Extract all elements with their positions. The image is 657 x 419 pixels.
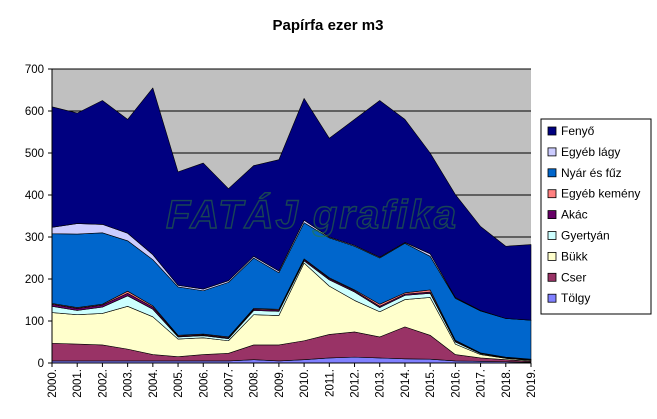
legend-swatch-cser (547, 272, 557, 282)
legend-swatch-ny-r-s-f-z (547, 168, 557, 178)
legend-box (540, 118, 652, 315)
x-tick-label: 2014. (400, 369, 412, 398)
y-axis-ticks: 0 100 200 300 400 500 600 700 (25, 64, 52, 370)
x-tick-label: 2016. (450, 369, 462, 398)
legend: Fenyő Egyéb lágy Nyár és fűz Egyéb kemény Ak… (540, 118, 652, 315)
x-tick-label: 2001. (72, 369, 84, 398)
legend-label-gyerty-n: Gyertyán (561, 229, 610, 243)
x-tick-label: 2003. (123, 369, 135, 398)
y-tick-label: 600 (25, 106, 44, 118)
x-tick-label: 2000. (47, 369, 59, 398)
legend-swatch-egy-b-l-gy (547, 147, 557, 157)
legend-swatch-ak-c (547, 210, 557, 220)
x-tick-label: 2013. (375, 369, 387, 398)
legend-swatch-feny- (547, 126, 557, 136)
x-tick-label: 2012. (350, 369, 362, 398)
x-tick-label: 2011. (324, 369, 336, 397)
x-tick-label: 2006. (198, 369, 210, 398)
x-tick-label: 2009. (274, 369, 286, 398)
legend-label-t-lgy: Tölgy (561, 291, 590, 305)
legend-label-ny-r-s-f-z: Nyár és fűz (561, 166, 622, 180)
y-tick-label: 100 (25, 316, 44, 328)
legend-label-b-kk: Bükk (561, 249, 589, 263)
watermark-text: FATÁJ grafika (166, 192, 458, 237)
x-tick-label: 2004. (148, 369, 160, 398)
x-tick-label: 2005. (173, 369, 185, 398)
area-feny- (51, 87, 532, 321)
x-tick-label: 2015. (425, 369, 437, 398)
legend-label-ak-c: Akác (561, 208, 588, 222)
legend-label-feny-: Fenyő (561, 124, 595, 138)
legend-swatch-egy-b-kem-ny (547, 189, 557, 199)
y-tick-label: 300 (25, 232, 44, 244)
x-tick-label: 2018. (501, 369, 513, 398)
y-tick-label: 400 (25, 190, 44, 202)
x-tick-label: 2019. (526, 369, 538, 398)
y-tick-label: 0 (38, 358, 44, 370)
legend-label-cser: Cser (561, 270, 586, 284)
legend-label-egy-b-kem-ny: Egyéb kemény (561, 187, 640, 201)
x-axis-ticks: 2000. 2001. 2002. 2003. 2004. 2005. 2006. 2007.… (47, 363, 538, 398)
y-tick-label: 700 (25, 64, 44, 76)
legend-swatch-t-lgy (547, 293, 557, 303)
x-tick-label: 2008. (249, 369, 261, 398)
legend-label-egy-b-l-gy: Egyéb lágy (561, 145, 620, 159)
x-tick-label: 2007. (223, 369, 235, 398)
x-tick-label: 2002. (97, 369, 109, 398)
legend-swatch-gyerty-n (547, 231, 557, 240)
x-tick-label: 2017. (476, 369, 488, 398)
legend-swatch-b-kk (547, 251, 557, 261)
chart-title: Papírfa ezer m3 (273, 17, 384, 34)
x-tick-label: 2010. (299, 369, 311, 398)
axes (51, 69, 531, 364)
y-tick-label: 500 (25, 148, 44, 160)
y-tick-label: 200 (25, 274, 44, 286)
